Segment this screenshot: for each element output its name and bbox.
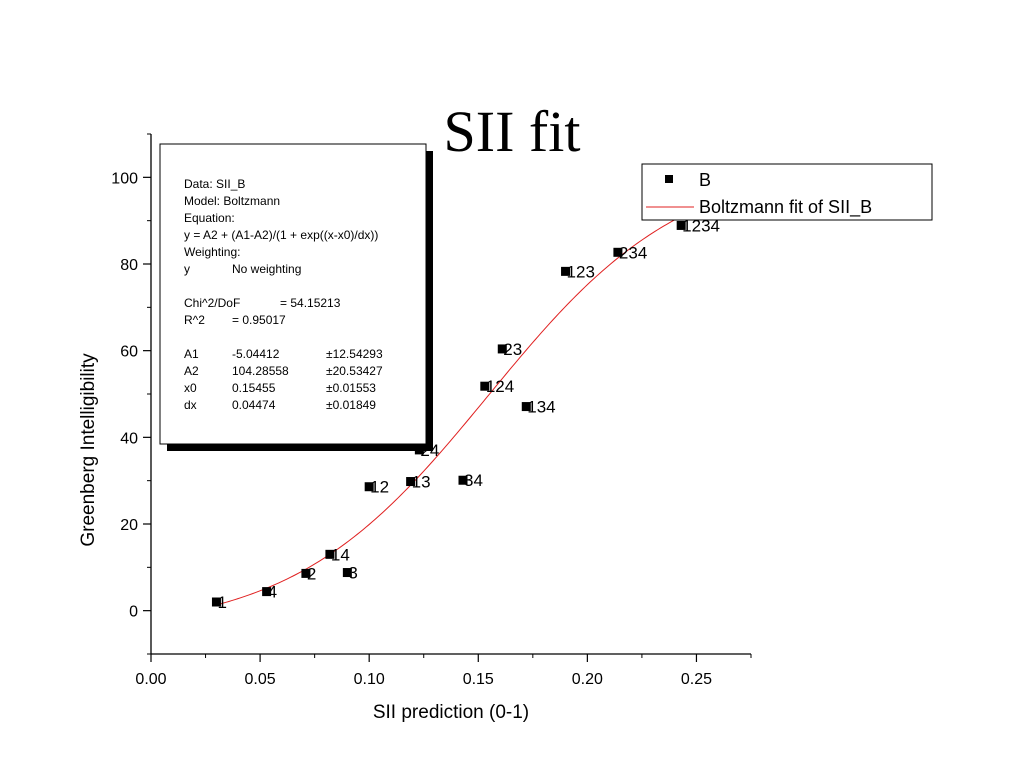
data-points-layer: 14214312132434124231341232341234 xyxy=(211,216,720,612)
stats-box-frame xyxy=(159,143,427,445)
legend-marker-b xyxy=(665,175,673,183)
data-point-label: 1234 xyxy=(682,216,720,235)
y-tick-label: 80 xyxy=(120,257,138,274)
data-point xyxy=(406,477,416,487)
data-point-label: 23 xyxy=(503,340,522,359)
data-point-label: 234 xyxy=(619,243,647,262)
data-point-label: 12 xyxy=(370,478,389,497)
data-point-label: 123 xyxy=(567,262,595,281)
y-tick-label: 100 xyxy=(111,170,138,187)
stats-text: A2 xyxy=(184,364,199,378)
data-point xyxy=(342,568,352,578)
data-point-label: 13 xyxy=(412,473,431,492)
stats-text: R^2 xyxy=(184,313,205,327)
page-title: SII fit xyxy=(443,99,581,164)
stats-text: ±0.01553 xyxy=(326,381,376,395)
stats-text: 0.04474 xyxy=(232,398,276,412)
legend-label-fit: Boltzmann fit of SII_B xyxy=(699,197,872,218)
data-point xyxy=(458,475,468,485)
data-point xyxy=(613,247,623,257)
x-tick-label: 0.05 xyxy=(245,671,276,688)
data-point-label: 2 xyxy=(307,564,316,583)
data-point-label: 1 xyxy=(217,593,226,612)
data-point-label: 14 xyxy=(331,545,350,564)
stats-text: Chi^2/DoF xyxy=(184,296,240,310)
stats-text: Equation: xyxy=(184,211,235,225)
stats-text: -5.04412 xyxy=(232,347,280,361)
stats-text: A1 xyxy=(184,347,199,361)
axes: 0.00 0.05 0.10 0.15 0.20 0.25 0 20 40 60 80 100 SII … xyxy=(78,133,752,723)
stats-text: x0 xyxy=(184,381,197,395)
x-tick-label: 0.00 xyxy=(135,671,166,688)
data-point-label: 3 xyxy=(348,564,357,583)
data-point xyxy=(211,597,221,607)
data-point xyxy=(676,220,686,230)
stats-text: 0.15455 xyxy=(232,381,276,395)
fit-curve-layer xyxy=(214,215,682,607)
x-tick-label: 0.10 xyxy=(354,671,385,688)
data-point xyxy=(301,568,311,578)
data-point-label: 124 xyxy=(486,377,514,396)
stats-text: = 0.95017 xyxy=(232,313,286,327)
stats-text: No weighting xyxy=(232,262,301,276)
data-point xyxy=(364,482,374,492)
data-point-label: 4 xyxy=(268,583,277,602)
stats-text: ±12.54293 xyxy=(326,347,383,361)
y-tick-label: 40 xyxy=(120,430,138,447)
data-point xyxy=(480,381,490,391)
fit-curve xyxy=(214,215,682,607)
data-point xyxy=(521,402,531,412)
data-point-label: 134 xyxy=(527,398,555,417)
stats-text: ±20.53427 xyxy=(326,364,383,378)
fit-stats-box: Data: SII_B Model: Boltzmann Equation: y = … xyxy=(159,143,433,451)
y-tick-label: 60 xyxy=(120,344,138,361)
data-point-label: 34 xyxy=(464,471,483,490)
legend-label-b: B xyxy=(699,170,711,190)
y-tick-label: 0 xyxy=(129,604,138,621)
x-tick-label: 0.25 xyxy=(681,671,712,688)
x-axis-title: SII prediction (0-1) xyxy=(373,702,529,723)
x-tick-label: 0.15 xyxy=(463,671,494,688)
stats-text: Model: Boltzmann xyxy=(184,194,280,208)
y-axis-title: Greenberg Intelligibility xyxy=(78,353,99,547)
legend: B Boltzmann fit of SII_B xyxy=(641,163,933,221)
stats-text: Weighting: xyxy=(184,245,240,259)
legend-frame xyxy=(641,163,933,221)
y-tick-label: 20 xyxy=(120,517,138,534)
data-point xyxy=(561,266,571,276)
stats-text: = 54.15213 xyxy=(280,296,341,310)
stats-text: y xyxy=(184,262,190,276)
stats-text: dx xyxy=(184,398,197,412)
stats-text: Data: SII_B xyxy=(184,177,245,191)
x-tick-label: 0.20 xyxy=(572,671,603,688)
data-point xyxy=(497,344,507,354)
data-point xyxy=(262,587,272,597)
stats-text: 104.28558 xyxy=(232,364,289,378)
stats-text: y = A2 + (A1-A2)/(1 + exp((x-x0)/dx)) xyxy=(184,228,378,242)
stats-text: ±0.01849 xyxy=(326,398,376,412)
data-point xyxy=(325,549,335,559)
